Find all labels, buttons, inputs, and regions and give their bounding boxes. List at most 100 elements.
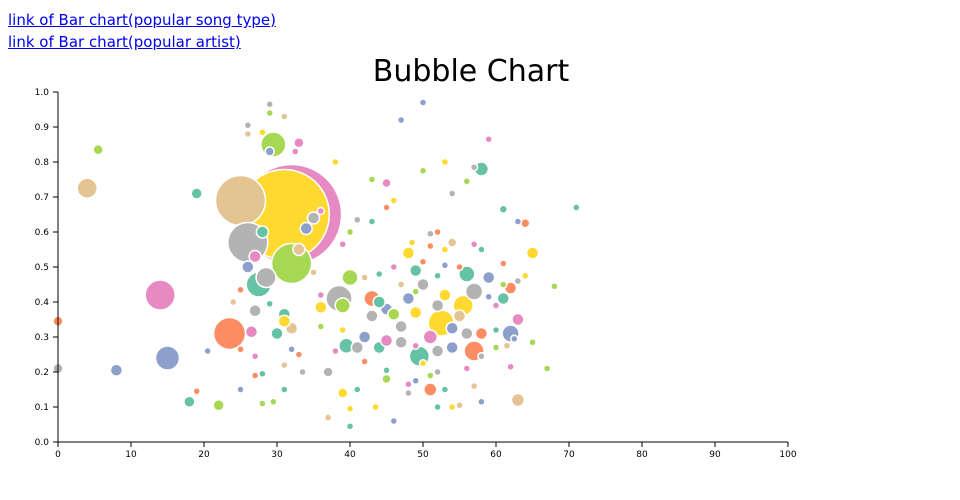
bubble-86[interactable] xyxy=(264,146,275,157)
bubble-98[interactable] xyxy=(418,166,428,175)
bubble-176[interactable] xyxy=(491,301,501,310)
bubble-58[interactable] xyxy=(452,309,467,323)
bubble-66[interactable] xyxy=(306,211,321,225)
bubble-45[interactable] xyxy=(474,326,489,341)
bubble-54[interactable] xyxy=(401,246,416,260)
bubble-145[interactable] xyxy=(236,345,245,354)
bubble-114[interactable] xyxy=(491,343,501,352)
bubble-64[interactable] xyxy=(292,242,306,257)
bubble-172[interactable] xyxy=(477,352,486,361)
bubble-2[interactable] xyxy=(214,174,267,227)
bubble-156[interactable] xyxy=(426,229,435,238)
bubble-184[interactable] xyxy=(396,280,406,289)
bubble-113[interactable] xyxy=(499,259,508,268)
bubble-68[interactable] xyxy=(241,260,255,274)
bubble-162[interactable] xyxy=(360,273,369,282)
bubble-7[interactable] xyxy=(154,345,181,371)
bubble-75[interactable] xyxy=(212,399,225,412)
bubble-52[interactable] xyxy=(387,307,401,321)
bubble-121[interactable] xyxy=(440,385,450,394)
bubble-110[interactable] xyxy=(528,338,537,347)
bubble-80[interactable] xyxy=(258,128,267,137)
bubble-148[interactable] xyxy=(309,268,318,277)
bubble-37[interactable] xyxy=(394,319,408,334)
bubble-161[interactable] xyxy=(374,269,384,279)
bubble-93[interactable] xyxy=(389,196,399,205)
bubble-180[interactable] xyxy=(418,257,428,266)
bubble-67[interactable] xyxy=(248,249,262,264)
bubble-154[interactable] xyxy=(446,237,458,248)
bubble-126[interactable] xyxy=(371,402,380,412)
bubble-138[interactable] xyxy=(280,385,289,394)
bubble-108[interactable] xyxy=(550,282,559,291)
bubble-47[interactable] xyxy=(496,291,511,306)
bubble-160[interactable] xyxy=(389,262,399,272)
bubble-105[interactable] xyxy=(513,217,523,226)
bubble-30[interactable] xyxy=(244,325,259,339)
bubble-43[interactable] xyxy=(445,321,459,335)
bubble-144[interactable] xyxy=(236,385,245,394)
bubble-84[interactable] xyxy=(293,137,305,149)
bubble-158[interactable] xyxy=(469,240,479,249)
bubble-50[interactable] xyxy=(525,246,540,260)
bubble-109[interactable] xyxy=(542,364,552,373)
bubble-183[interactable] xyxy=(440,261,450,270)
bubble-62[interactable] xyxy=(379,333,394,348)
bubble-166[interactable] xyxy=(331,346,340,356)
bubble-163[interactable] xyxy=(316,290,326,300)
bubble-89[interactable] xyxy=(338,240,347,249)
bubble-107[interactable] xyxy=(572,203,581,212)
bubble-119[interactable] xyxy=(447,402,457,412)
bubble-87[interactable] xyxy=(331,157,340,167)
bubble-90[interactable] xyxy=(353,215,362,224)
bubble-72[interactable] xyxy=(109,363,124,377)
bubble-167[interactable] xyxy=(360,357,369,366)
bubble-120[interactable] xyxy=(433,402,442,412)
bubble-153[interactable] xyxy=(440,245,450,254)
bubble-57[interactable] xyxy=(445,340,459,355)
bubble-137[interactable] xyxy=(287,345,296,354)
bubble-129[interactable] xyxy=(336,387,349,399)
bubble-53[interactable] xyxy=(394,335,408,349)
bubble-85[interactable] xyxy=(291,147,300,156)
bubble-42[interactable] xyxy=(438,288,452,302)
bubble-115[interactable] xyxy=(506,362,515,371)
bubble-179[interactable] xyxy=(407,238,417,247)
bubble-118[interactable] xyxy=(455,401,464,410)
bubble-91[interactable] xyxy=(367,217,377,226)
bubble-46[interactable] xyxy=(481,270,496,285)
bubble-97[interactable] xyxy=(418,98,428,107)
bubble-63[interactable] xyxy=(255,225,270,239)
bubble-49[interactable] xyxy=(511,312,525,327)
bubble-92[interactable] xyxy=(382,203,391,212)
bubble-127[interactable] xyxy=(345,404,355,413)
bubble-106[interactable] xyxy=(519,218,531,229)
bubble-157[interactable] xyxy=(455,262,464,272)
bubble-77[interactable] xyxy=(192,387,201,396)
bubble-28[interactable] xyxy=(270,326,284,341)
bubble-173[interactable] xyxy=(491,325,501,335)
bubble-131[interactable] xyxy=(323,413,333,422)
bubble-147[interactable] xyxy=(298,367,307,377)
bubble-95[interactable] xyxy=(367,175,377,184)
bubble-24[interactable] xyxy=(422,329,439,345)
bubble-56[interactable] xyxy=(430,344,445,358)
bubble-170[interactable] xyxy=(433,367,442,377)
bubble-41[interactable] xyxy=(430,298,445,313)
bubble-102[interactable] xyxy=(469,163,479,172)
bubble-130[interactable] xyxy=(345,422,355,431)
bubble-51[interactable] xyxy=(372,295,386,309)
bubble-40[interactable] xyxy=(416,277,430,292)
bubble-18[interactable] xyxy=(341,268,359,287)
bubble-149[interactable] xyxy=(316,206,326,216)
bubble-19[interactable] xyxy=(334,297,351,314)
bubble-27[interactable] xyxy=(423,382,438,397)
bubble-122[interactable] xyxy=(426,371,435,380)
bubble-55[interactable] xyxy=(408,263,423,278)
bubble-100[interactable] xyxy=(447,189,457,198)
bubble-71[interactable] xyxy=(92,144,104,156)
bubble-33[interactable] xyxy=(277,314,292,328)
bubble-12[interactable] xyxy=(255,266,277,289)
bubble-5[interactable] xyxy=(212,316,247,351)
bubble-155[interactable] xyxy=(433,227,442,237)
